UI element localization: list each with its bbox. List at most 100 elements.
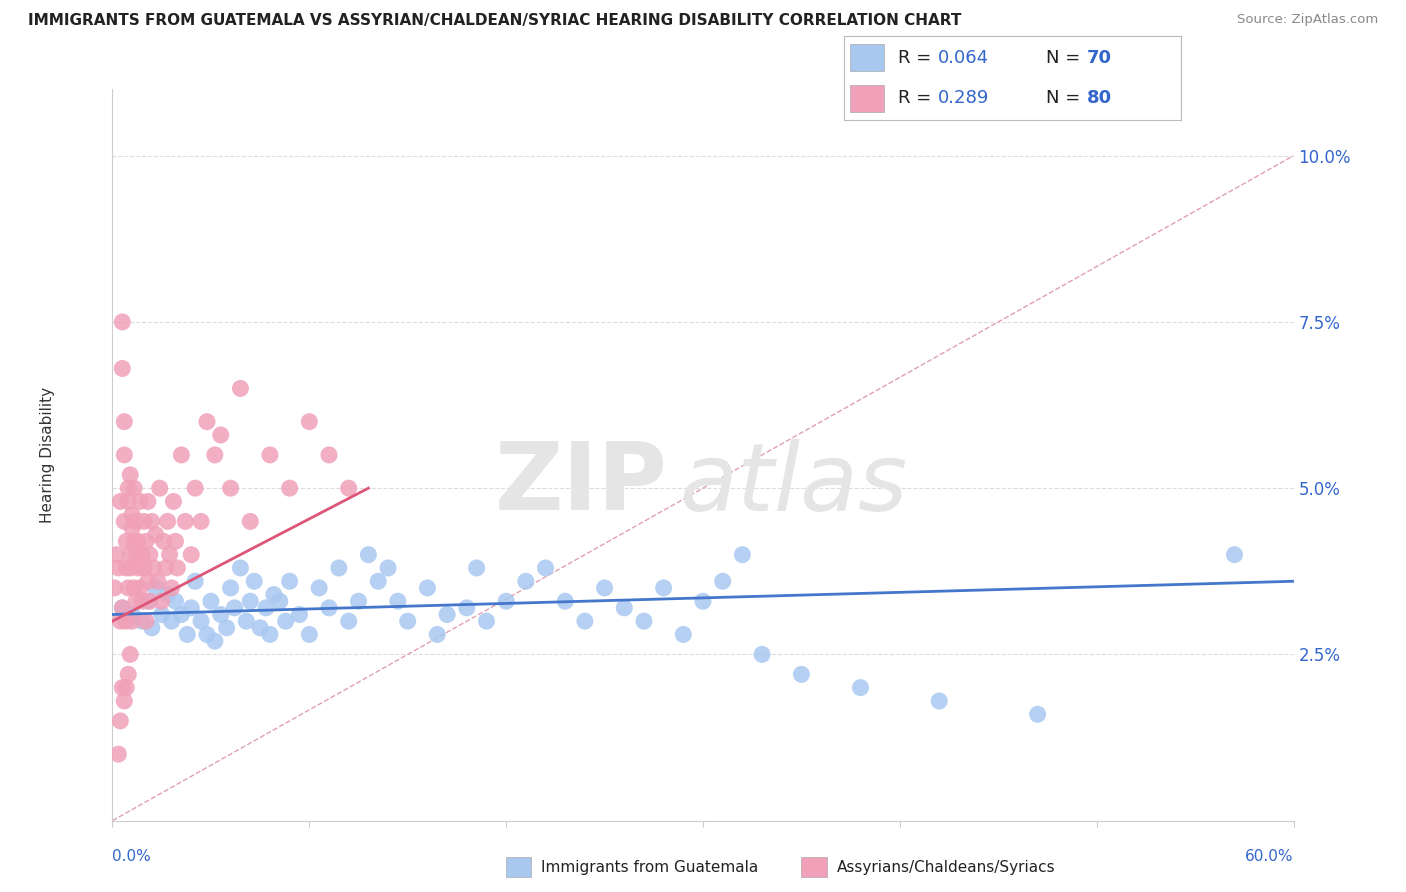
Point xyxy=(195,415,218,429)
Point xyxy=(121,614,143,628)
Point xyxy=(243,574,266,589)
Point xyxy=(190,515,212,529)
Point xyxy=(132,515,155,529)
Text: R =: R = xyxy=(897,89,936,107)
Point xyxy=(259,627,281,641)
Point xyxy=(156,515,179,529)
Point xyxy=(112,694,135,708)
Point xyxy=(239,594,262,608)
Point xyxy=(125,548,148,562)
Text: Immigrants from Guatemala: Immigrants from Guatemala xyxy=(541,860,759,874)
Point xyxy=(711,574,734,589)
Point xyxy=(112,515,135,529)
Point xyxy=(159,548,181,562)
Point xyxy=(121,607,143,622)
Point xyxy=(121,508,143,522)
Point xyxy=(170,448,193,462)
Text: Source: ZipAtlas.com: Source: ZipAtlas.com xyxy=(1237,13,1378,27)
Text: 0.0%: 0.0% xyxy=(112,849,152,863)
Point xyxy=(115,681,138,695)
Point xyxy=(112,415,135,429)
Point xyxy=(308,581,330,595)
Point xyxy=(219,481,242,495)
Point xyxy=(1026,707,1049,722)
Point xyxy=(131,614,153,628)
Point xyxy=(156,588,179,602)
Bar xyxy=(851,85,884,112)
Point xyxy=(122,534,145,549)
Point xyxy=(195,627,218,641)
Point xyxy=(318,600,340,615)
Point xyxy=(731,548,754,562)
Point xyxy=(162,494,184,508)
Point xyxy=(107,747,129,761)
Point xyxy=(180,600,202,615)
Text: IMMIGRANTS FROM GUATEMALA VS ASSYRIAN/CHALDEAN/SYRIAC HEARING DISABILITY CORRELA: IMMIGRANTS FROM GUATEMALA VS ASSYRIAN/CH… xyxy=(28,13,962,29)
Point xyxy=(1223,548,1246,562)
Point xyxy=(495,594,517,608)
Point xyxy=(928,694,950,708)
Point xyxy=(142,561,165,575)
Point xyxy=(209,428,232,442)
Point xyxy=(416,581,439,595)
Point xyxy=(254,600,277,615)
Point xyxy=(456,600,478,615)
Point xyxy=(117,481,139,495)
Point xyxy=(120,548,142,562)
Point xyxy=(170,607,193,622)
Point xyxy=(107,561,129,575)
Point xyxy=(127,534,149,549)
Point xyxy=(269,594,291,608)
Point xyxy=(328,561,350,575)
Point xyxy=(115,534,138,549)
Point xyxy=(139,594,162,608)
Point xyxy=(110,714,132,728)
Point xyxy=(117,581,139,595)
Point xyxy=(574,614,596,628)
Bar xyxy=(851,44,884,71)
Point xyxy=(111,361,134,376)
Point xyxy=(235,614,257,628)
Text: ZIP: ZIP xyxy=(495,438,668,530)
Point xyxy=(239,515,262,529)
Point xyxy=(136,494,159,508)
Point xyxy=(337,614,360,628)
Point xyxy=(436,607,458,622)
Point xyxy=(190,614,212,628)
Point xyxy=(136,574,159,589)
Point xyxy=(367,574,389,589)
Point xyxy=(135,614,157,628)
Point xyxy=(515,574,537,589)
Point xyxy=(377,561,399,575)
Point xyxy=(229,381,252,395)
Point xyxy=(259,448,281,462)
Point xyxy=(184,481,207,495)
Point xyxy=(633,614,655,628)
Point xyxy=(849,681,872,695)
Text: R =: R = xyxy=(897,49,936,67)
Point xyxy=(131,594,153,608)
Point xyxy=(347,594,370,608)
Point xyxy=(613,600,636,615)
Point xyxy=(120,648,142,662)
Point xyxy=(121,521,143,535)
Text: 70: 70 xyxy=(1087,49,1112,67)
Point xyxy=(652,581,675,595)
Point xyxy=(672,627,695,641)
Text: Hearing Disability: Hearing Disability xyxy=(39,387,55,523)
Text: atlas: atlas xyxy=(679,439,908,530)
Point xyxy=(534,561,557,575)
Point xyxy=(465,561,488,575)
Point xyxy=(146,574,169,589)
Point xyxy=(135,534,157,549)
Point xyxy=(160,614,183,628)
Point xyxy=(184,574,207,589)
Point xyxy=(204,448,226,462)
Point xyxy=(145,581,167,595)
Point xyxy=(165,594,187,608)
Text: 0.064: 0.064 xyxy=(938,49,990,67)
Point xyxy=(129,581,152,595)
Point xyxy=(125,515,148,529)
Point xyxy=(120,561,142,575)
Text: N =: N = xyxy=(1046,89,1085,107)
